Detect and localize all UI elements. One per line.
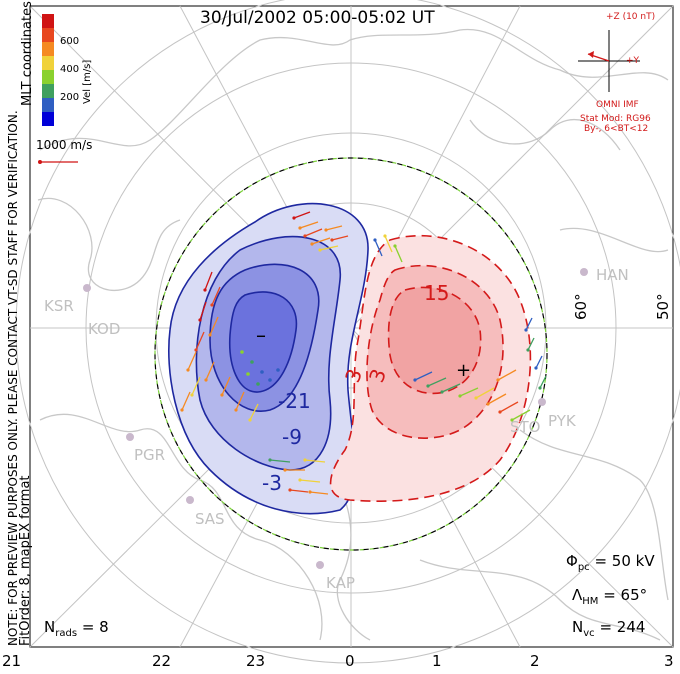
map-title: 30/Jul/2002 05:00-05:02 UT [200, 8, 435, 28]
stat-nvc-sub: vc [583, 628, 595, 639]
velocity-vectors [180, 211, 547, 495]
imf-by-label: +Y [626, 56, 640, 66]
mlt-label-1: 1 [432, 652, 442, 670]
mlt-label-0: 0 [345, 652, 355, 670]
mlt-label-23: 23 [246, 652, 266, 670]
contour-label-neg-2: -9 [282, 425, 302, 449]
latitude-label-50: 50° [654, 293, 672, 320]
imf-condition-label: By-, 6<BT<12 [584, 124, 649, 134]
stat-lambda-symbol: Λ [572, 586, 583, 604]
contour-label-pos-1: 15 [424, 281, 449, 305]
vector-cluster-dusk-left [180, 271, 259, 422]
imf-dial [578, 30, 640, 92]
stat-nrads-symbol: N [44, 618, 56, 636]
mlt-label-22: 22 [152, 652, 172, 670]
stat-lambda-sub: HM [582, 596, 599, 607]
mlt-label-2: 2 [530, 652, 540, 670]
positive-cell-inner [387, 286, 482, 395]
stat-nrads-sub: rads [55, 628, 78, 639]
vector-cluster-dusk-upper [292, 211, 349, 252]
station-markers [83, 268, 588, 569]
mlt-label-3: 3 [664, 652, 674, 670]
coastlines [37, 28, 669, 641]
stat-nvc-symbol: N [572, 618, 584, 636]
colorbar-tick-600: 600 [60, 36, 80, 47]
imf-source-label: OMNI IMF [596, 100, 639, 110]
stat-nrads-value: = 8 [81, 618, 109, 636]
stat-nvc-value: = 244 [599, 618, 646, 636]
hm-boundary-green [154, 157, 548, 551]
stat-nrads: Nrads = 8 [44, 618, 109, 639]
contour-label-neg-3: -3 [262, 471, 282, 495]
stat-nvc: Nvc = 244 [572, 618, 645, 639]
station-kod: KOD [88, 320, 120, 338]
colorbar-label: Vel [m/s] [82, 59, 93, 104]
station-ksr: KSR [44, 297, 74, 315]
station-pyk: PYK [548, 412, 577, 430]
contour-label-neg-1: -21 [278, 389, 311, 413]
vector-cluster-midnight [268, 458, 329, 495]
negative-convection-cell: – -21 -9 -3 [167, 202, 369, 515]
stat-phi-pc: Φpc = 50 kV [566, 552, 655, 573]
negative-cell-focus: – [256, 323, 266, 347]
station-sas: SAS [195, 510, 225, 528]
imf-bz-label: +Z (10 nT) [606, 12, 656, 22]
vector-cluster-dawn-upper [373, 234, 403, 263]
stat-lambda-hm: ΛHM = 65° [572, 586, 647, 607]
positive-convection-cell: + 15 3 3 [329, 234, 532, 503]
negative-cell-core [228, 291, 298, 393]
format-note: FitOrder: 8, mapEX format [18, 475, 33, 646]
stat-phi-sub: pc [577, 562, 590, 573]
imf-model-label: Stat Mod: RG96 [580, 114, 651, 124]
mlt-label-21: 21 [2, 652, 22, 670]
reference-vector-label: 1000 m/s [36, 138, 93, 152]
stat-lambda-value: = 65° [603, 586, 648, 604]
latitude-label-60: 60° [572, 293, 590, 320]
vector-cluster-dusk-inner [240, 350, 280, 386]
positive-cell-focus: + [456, 360, 471, 381]
colorbar-tick-400: 400 [60, 64, 80, 75]
station-sto: STO [510, 418, 541, 436]
station-han: HAN [596, 266, 629, 284]
stat-phi-symbol: Φ [566, 552, 578, 570]
station-labels: KSR KOD PGR SAS KAP PYK HAN STO [44, 266, 629, 592]
coords-label: MLT coordinates [20, 1, 35, 106]
vector-cluster-dawn [413, 317, 547, 422]
station-kap: KAP [326, 574, 355, 592]
colorbar [42, 14, 54, 126]
stat-phi-value: = 50 kV [594, 552, 655, 570]
colorbar-tick-200: 200 [60, 92, 80, 103]
station-pgr: PGR [134, 446, 165, 464]
reference-vector [38, 160, 78, 164]
